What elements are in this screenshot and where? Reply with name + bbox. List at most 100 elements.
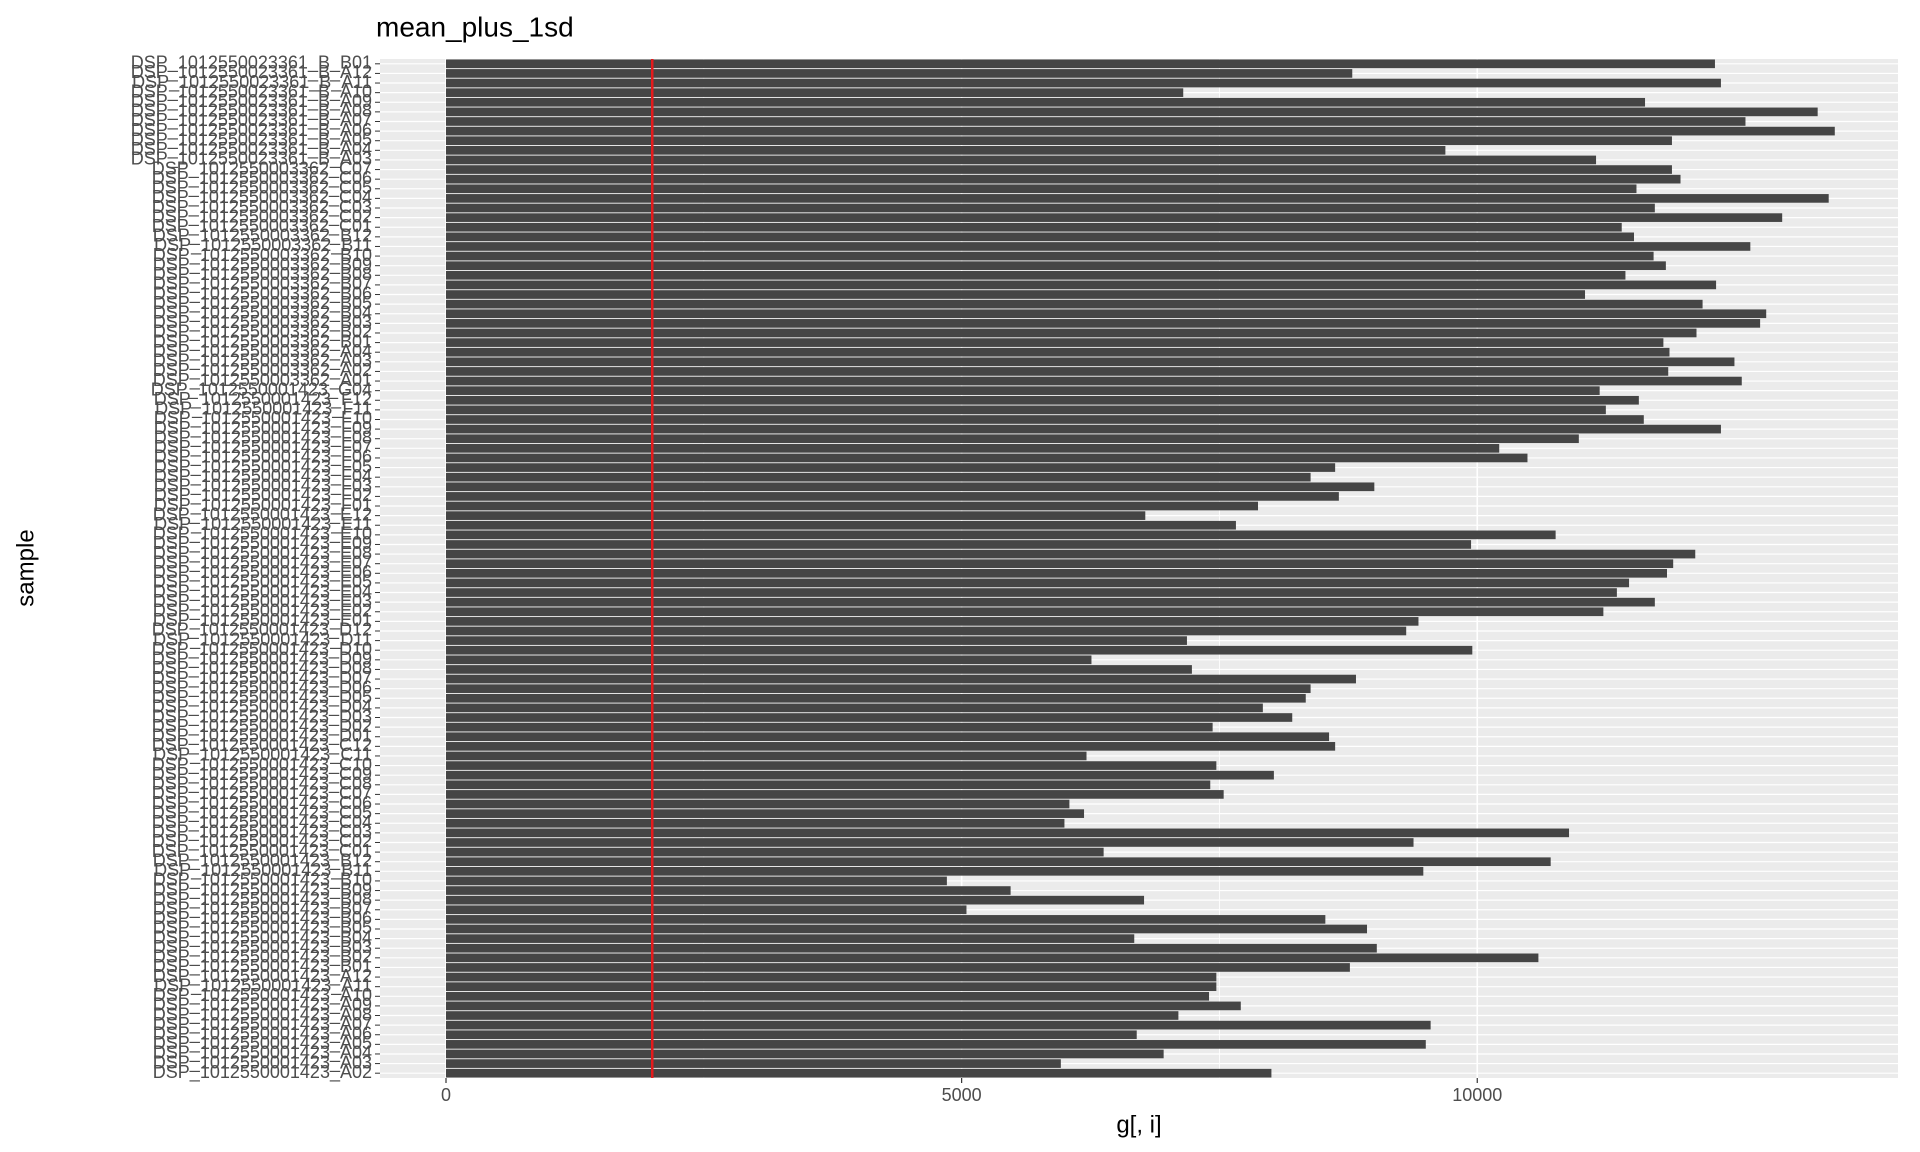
y-tick-label: DSP_1012550023361_B_A04 <box>131 139 372 160</box>
y-tick-label: DSP_1012550023361_B_A03 <box>131 149 372 170</box>
y-tick-label: DSP_1012550023361_B_A06 <box>131 120 372 141</box>
y-tick-label: DSP_1012550003362_C01 <box>152 216 372 237</box>
y-tick-label: DSP_1012550001423_B04 <box>153 927 372 948</box>
y-tick-label: DSP_1012550001423_F06 <box>154 447 372 468</box>
y-tick-label: DSP_1012550001423_C08 <box>152 774 372 795</box>
bar <box>446 617 1419 626</box>
bar <box>446 251 1654 261</box>
y-tick-label: DSP_1012550003362_C05 <box>152 178 372 199</box>
bar <box>446 674 1356 684</box>
bar <box>446 732 1330 742</box>
bar <box>446 1059 1061 1068</box>
bar <box>446 145 1446 155</box>
y-tick-label: DSP_1012550001423_B01 <box>153 956 372 977</box>
bar <box>446 568 1667 578</box>
y-tick-label: DSP_1012550001423_F12 <box>154 389 372 410</box>
y-tick-label: DSP_1012550001423_B07 <box>153 899 372 920</box>
bar <box>446 347 1670 357</box>
bar <box>446 232 1634 242</box>
bar <box>446 588 1617 597</box>
y-tick-label: DSP_1012550023361_B_A07 <box>131 110 372 131</box>
y-tick-label: DSP_1012550001423_A07 <box>153 1014 372 1035</box>
bar <box>446 742 1336 751</box>
bar <box>446 818 1065 828</box>
bar <box>446 655 1092 665</box>
bar <box>446 165 1672 174</box>
bar <box>446 578 1630 588</box>
y-tick-label: DSP_1012550001423_E07 <box>153 552 372 573</box>
y-tick-label: DSP_1012550001423_B08 <box>153 889 372 910</box>
chart-title: mean_plus_1sd <box>376 11 574 42</box>
bar <box>446 549 1696 559</box>
bar <box>446 1049 1164 1059</box>
y-tick-label: DSP_1012550001423_A06 <box>153 1023 372 1044</box>
bar <box>446 665 1192 674</box>
y-tick-label: DSP_1012550001423_C05 <box>152 802 372 823</box>
y-tick-label: DSP_1012550003362_B05 <box>153 293 372 314</box>
y-tick-label: DSP_1012550001423_C01 <box>152 841 372 862</box>
bar <box>446 866 1424 876</box>
y-tick-label: DSP_1012550001423_A02 <box>153 1062 372 1083</box>
bar <box>446 415 1644 424</box>
y-tick-label: DSP_1012550001423_C02 <box>152 831 372 852</box>
bar <box>446 982 1217 992</box>
y-tick-label: DSP_1012550023361_B_B01 <box>131 53 372 74</box>
y-tick-label: DSP_1012550001423_E09 <box>153 533 372 554</box>
y-tick-label: DSP_1012550001423_A05 <box>153 1033 372 1054</box>
bar <box>446 328 1697 338</box>
y-tick-label: DSP_1012550003362_B02 <box>153 322 372 343</box>
bar <box>446 770 1274 780</box>
y-tick-label: DSP_1012550001423_F02 <box>154 485 372 506</box>
bar <box>446 444 1500 453</box>
x-axis-label: g[, i] <box>1116 1111 1161 1138</box>
bar <box>446 319 1761 328</box>
y-tick-label: DSP_1012550001423_E03 <box>153 591 372 612</box>
bar <box>446 78 1721 88</box>
y-tick-label: DSP_1012550001423_B10 <box>153 870 372 891</box>
y-tick-label: DSP_1012550001423_A09 <box>153 995 372 1016</box>
bar <box>446 463 1336 472</box>
bar <box>446 597 1655 607</box>
bar <box>446 857 1551 867</box>
y-tick-label: DSP_1012550023361_B_A11 <box>132 72 372 93</box>
bar <box>446 915 1326 924</box>
bar <box>446 194 1829 203</box>
bar <box>446 299 1703 309</box>
y-tick-label: DSP_1012550003362_B10 <box>153 245 372 266</box>
bar <box>446 838 1414 847</box>
bar <box>446 530 1556 540</box>
bar <box>446 126 1835 136</box>
bar <box>446 684 1311 693</box>
y-tick-label: DSP_1012550001423_A03 <box>153 1052 372 1073</box>
y-tick-label: DSP_1012550001423_F05 <box>154 456 372 477</box>
bar <box>446 520 1236 530</box>
y-tick-label: DSP_1012550001423_D07 <box>152 668 372 689</box>
x-tick-label: 0 <box>441 1085 451 1105</box>
bar <box>446 280 1717 290</box>
bar <box>446 934 1135 943</box>
bar <box>446 395 1639 405</box>
y-axis-label: sample <box>12 529 39 606</box>
y-tick-label: DSP_1012550001423_F03 <box>154 476 372 497</box>
bar <box>446 943 1377 953</box>
y-tick-label: DSP_1012550001423_C04 <box>152 812 372 833</box>
y-tick-label: DSP_1012550001423_F07 <box>154 437 372 458</box>
bar <box>446 117 1746 126</box>
bar <box>446 905 967 915</box>
y-tick-label: DSP_1012550023361_B_A09 <box>131 91 372 112</box>
y-tick-label: DSP_1012550001423_G04 <box>151 379 372 400</box>
bar <box>446 453 1528 463</box>
bar <box>446 1001 1241 1011</box>
y-tick-label: DSP_1012550001423_E10 <box>153 524 372 545</box>
bar <box>446 107 1818 117</box>
bar <box>446 1020 1431 1030</box>
bar <box>446 472 1311 482</box>
y-tick-label: DSP_1012550003362_C03 <box>152 197 372 218</box>
bar <box>446 693 1306 703</box>
y-tick-label: DSP_1012550001423_D11 <box>153 629 372 650</box>
y-tick-label: DSP_1012550003362_C02 <box>152 206 372 227</box>
bar <box>446 367 1669 376</box>
y-tick-label: DSP_1012550001423_F04 <box>154 466 372 487</box>
bar <box>446 540 1472 549</box>
